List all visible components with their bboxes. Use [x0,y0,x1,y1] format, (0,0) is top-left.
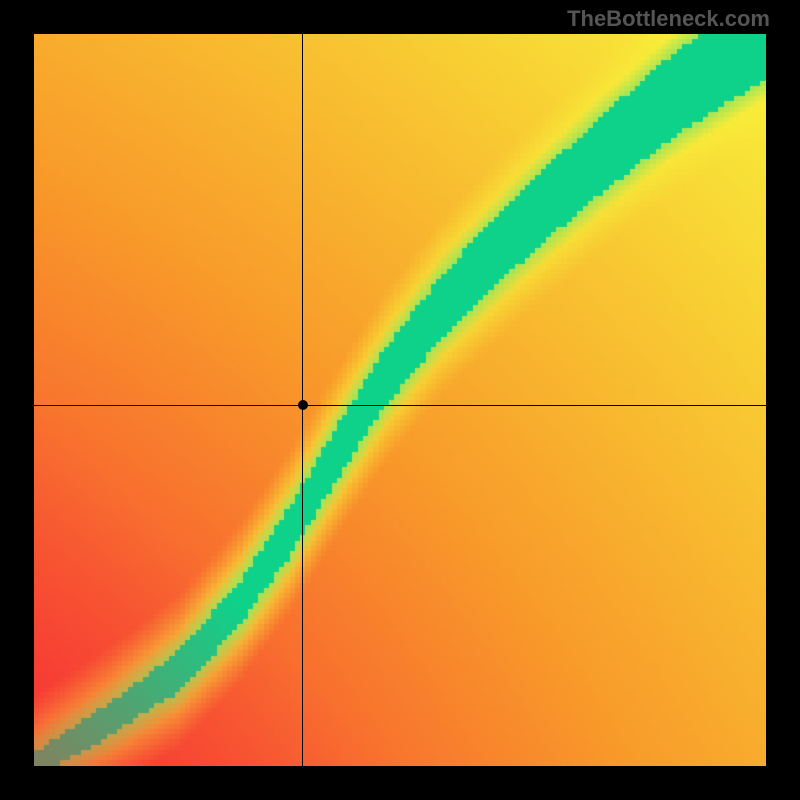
heatmap-plot [34,34,766,766]
crosshair-horizontal [34,405,766,406]
chart-container: TheBottleneck.com [0,0,800,800]
watermark-text: TheBottleneck.com [567,6,770,32]
heatmap-canvas [34,34,766,766]
crosshair-marker [298,400,308,410]
